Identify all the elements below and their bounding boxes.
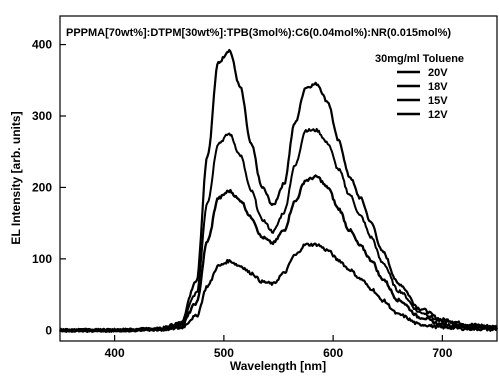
y-tick-label: 300 bbox=[32, 109, 52, 123]
series-line-18V bbox=[59, 127, 498, 333]
legend-label: 18V bbox=[428, 81, 448, 93]
x-tick-label: 500 bbox=[214, 346, 234, 360]
y-tick-label: 200 bbox=[32, 180, 52, 194]
series-line-12V bbox=[58, 242, 498, 333]
y-axis: 0 100 200 300 400 bbox=[32, 38, 66, 337]
plot-frame bbox=[59, 15, 498, 342]
x-tick-label: 600 bbox=[323, 346, 343, 360]
chart-title: PPPMA[70wt%]:DTPM[30wt%]:TPB(3mol%):C6(0… bbox=[66, 27, 451, 39]
y-axis-title: EL Intensity [arb. units] bbox=[9, 111, 23, 244]
legend-label: 20V bbox=[428, 67, 448, 79]
y-tick-label: 0 bbox=[45, 323, 52, 337]
x-axis-title: Wavelength [nm] bbox=[230, 359, 326, 373]
legend: 30mg/ml Toluene 20V 18V 15V 12V bbox=[375, 53, 464, 121]
series-layer bbox=[58, 48, 499, 333]
y-tick-label: 400 bbox=[32, 38, 52, 52]
x-axis: 400 500 600 700 bbox=[105, 335, 453, 360]
legend-label: 12V bbox=[428, 109, 448, 121]
series-line-15V bbox=[59, 174, 499, 333]
legend-label: 15V bbox=[428, 95, 448, 107]
y-tick-label: 100 bbox=[32, 252, 52, 266]
x-tick-label: 400 bbox=[105, 346, 125, 360]
x-tick-label: 700 bbox=[432, 346, 452, 360]
legend-title: 30mg/ml Toluene bbox=[375, 53, 464, 65]
